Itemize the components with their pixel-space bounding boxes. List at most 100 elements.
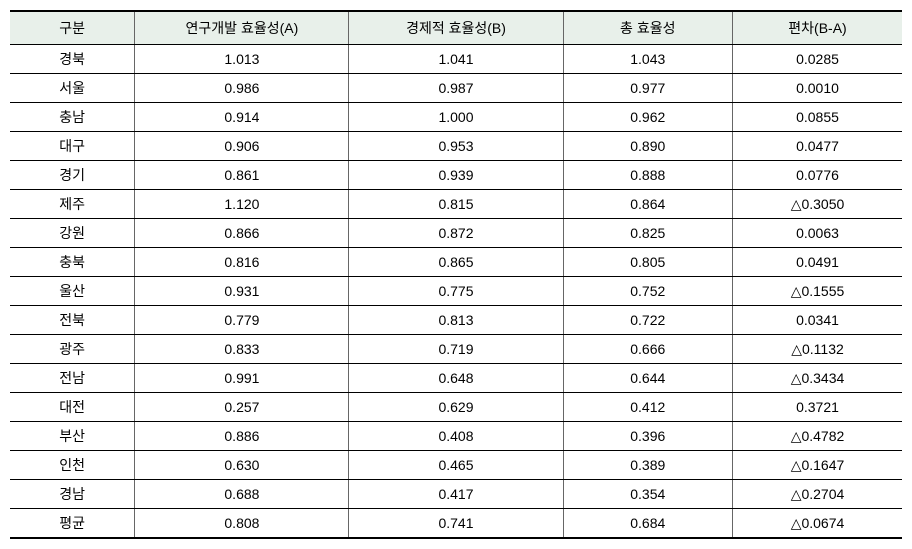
- table-cell: 0.977: [563, 74, 732, 103]
- table-cell: 경남: [10, 480, 135, 509]
- table-cell: 0.962: [563, 103, 732, 132]
- table-cell: 울산: [10, 277, 135, 306]
- table-cell: 평균: [10, 509, 135, 539]
- table-cell: 0.872: [349, 219, 563, 248]
- table-cell: 1.013: [135, 45, 349, 74]
- table-header-row: 구분 연구개발 효율성(A) 경제적 효율성(B) 총 효율성 편차(B-A): [10, 11, 902, 45]
- table-cell: 0.0477: [733, 132, 903, 161]
- table-cell: 0.666: [563, 335, 732, 364]
- table-cell: 0.684: [563, 509, 732, 539]
- table-cell: 0.939: [349, 161, 563, 190]
- table-cell: 0.813: [349, 306, 563, 335]
- table-cell: 0.808: [135, 509, 349, 539]
- table-cell: 0.389: [563, 451, 732, 480]
- table-cell: 인천: [10, 451, 135, 480]
- table-cell: 1.041: [349, 45, 563, 74]
- table-cell: 0.953: [349, 132, 563, 161]
- table-cell: △0.1555: [733, 277, 903, 306]
- table-row: 광주0.8330.7190.666△0.1132: [10, 335, 902, 364]
- table-cell: 0.644: [563, 364, 732, 393]
- table-cell: △0.2704: [733, 480, 903, 509]
- table-cell: 0.886: [135, 422, 349, 451]
- table-cell: 0.0341: [733, 306, 903, 335]
- table-cell: 0.3721: [733, 393, 903, 422]
- table-row: 강원0.8660.8720.8250.0063: [10, 219, 902, 248]
- table-cell: 광주: [10, 335, 135, 364]
- col-header-total-efficiency: 총 효율성: [563, 11, 732, 45]
- table-cell: 0.779: [135, 306, 349, 335]
- table-cell: △0.4782: [733, 422, 903, 451]
- table-cell: 0.0285: [733, 45, 903, 74]
- table-cell: △0.1647: [733, 451, 903, 480]
- table-cell: 0.630: [135, 451, 349, 480]
- table-cell: 0.861: [135, 161, 349, 190]
- table-cell: 0.0491: [733, 248, 903, 277]
- table-cell: 0.866: [135, 219, 349, 248]
- table-cell: 0.752: [563, 277, 732, 306]
- table-cell: 0.408: [349, 422, 563, 451]
- table-row: 제주1.1200.8150.864△0.3050: [10, 190, 902, 219]
- table-cell: 0.0010: [733, 74, 903, 103]
- table-cell: 0.719: [349, 335, 563, 364]
- table-row: 경북1.0131.0411.0430.0285: [10, 45, 902, 74]
- table-cell: 경기: [10, 161, 135, 190]
- table-cell: 0.741: [349, 509, 563, 539]
- table-row: 경기0.8610.9390.8880.0776: [10, 161, 902, 190]
- table-cell: 0.888: [563, 161, 732, 190]
- table-cell: 0.354: [563, 480, 732, 509]
- table-row: 충북0.8160.8650.8050.0491: [10, 248, 902, 277]
- table-cell: △0.3434: [733, 364, 903, 393]
- table-cell: △0.1132: [733, 335, 903, 364]
- table-cell: 0.722: [563, 306, 732, 335]
- table-cell: 0.257: [135, 393, 349, 422]
- table-body: 경북1.0131.0411.0430.0285서울0.9860.9870.977…: [10, 45, 902, 539]
- table-cell: 전남: [10, 364, 135, 393]
- table-cell: △0.0674: [733, 509, 903, 539]
- table-row: 경남0.6880.4170.354△0.2704: [10, 480, 902, 509]
- table-cell: 1.043: [563, 45, 732, 74]
- table-cell: 0.986: [135, 74, 349, 103]
- col-header-deviation: 편차(B-A): [733, 11, 903, 45]
- col-header-region: 구분: [10, 11, 135, 45]
- table-cell: △0.3050: [733, 190, 903, 219]
- table-cell: 강원: [10, 219, 135, 248]
- table-cell: 0.931: [135, 277, 349, 306]
- col-header-economic-efficiency: 경제적 효율성(B): [349, 11, 563, 45]
- table-cell: 0.775: [349, 277, 563, 306]
- table-cell: 전북: [10, 306, 135, 335]
- table-cell: 0.417: [349, 480, 563, 509]
- table-cell: 0.991: [135, 364, 349, 393]
- table-cell: 0.865: [349, 248, 563, 277]
- table-cell: 제주: [10, 190, 135, 219]
- table-cell: 대전: [10, 393, 135, 422]
- table-cell: 0.805: [563, 248, 732, 277]
- table-cell: 0.906: [135, 132, 349, 161]
- table-cell: 경북: [10, 45, 135, 74]
- table-row: 전북0.7790.8130.7220.0341: [10, 306, 902, 335]
- table-cell: 0.688: [135, 480, 349, 509]
- table-row: 대구0.9060.9530.8900.0477: [10, 132, 902, 161]
- table-row: 전남0.9910.6480.644△0.3434: [10, 364, 902, 393]
- table-cell: 1.120: [135, 190, 349, 219]
- table-cell: 1.000: [349, 103, 563, 132]
- table-cell: 충남: [10, 103, 135, 132]
- table-cell: 0.833: [135, 335, 349, 364]
- table-cell: 0.914: [135, 103, 349, 132]
- col-header-rd-efficiency: 연구개발 효율성(A): [135, 11, 349, 45]
- table-cell: 대구: [10, 132, 135, 161]
- table-cell: 0.465: [349, 451, 563, 480]
- table-cell: 0.648: [349, 364, 563, 393]
- table-row: 부산0.8860.4080.396△0.4782: [10, 422, 902, 451]
- table-cell: 0.816: [135, 248, 349, 277]
- table-cell: 0.864: [563, 190, 732, 219]
- table-cell: 0.815: [349, 190, 563, 219]
- table-cell: 0.890: [563, 132, 732, 161]
- table-cell: 0.0776: [733, 161, 903, 190]
- table-cell: 0.0855: [733, 103, 903, 132]
- table-cell: 서울: [10, 74, 135, 103]
- table-cell: 부산: [10, 422, 135, 451]
- table-row: 인천0.6300.4650.389△0.1647: [10, 451, 902, 480]
- table-cell: 0.629: [349, 393, 563, 422]
- efficiency-table: 구분 연구개발 효율성(A) 경제적 효율성(B) 총 효율성 편차(B-A) …: [10, 10, 902, 539]
- table-cell: 0.987: [349, 74, 563, 103]
